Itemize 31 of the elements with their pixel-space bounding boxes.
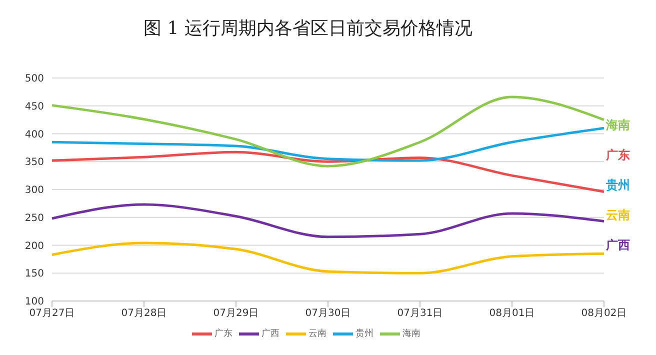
x-tick-label: 08月01日 — [489, 308, 535, 320]
line-series — [50, 242, 606, 274]
x-tick-label: 07月31日 — [397, 308, 443, 320]
y-tick-label: 150 — [24, 268, 44, 280]
y-tick-label: 200 — [24, 240, 44, 252]
x-tick-label: 08月02日 — [581, 308, 627, 320]
line-series — [50, 96, 606, 168]
y-tick-label: 350 — [24, 157, 44, 168]
x-tick-label: 07月30日 — [305, 308, 351, 320]
y-tick-label: 100 — [24, 296, 44, 308]
chart-title: 图 1 运行周期内各省区日前交易价格情况 — [142, 17, 474, 40]
text: 广东 — [606, 147, 630, 164]
y-tick-label: 450 — [24, 101, 44, 112]
legend-label: 广西 — [262, 328, 280, 340]
legend-label: 海南 — [402, 328, 420, 340]
x-tick-label: 07月27日 — [29, 308, 75, 320]
x-tick-label: 07月29日 — [213, 308, 259, 320]
line-series — [50, 126, 606, 162]
y-tick-label: 400 — [24, 129, 44, 140]
y-tick-label: 500 — [24, 74, 44, 85]
legend-label: 广东 — [214, 328, 232, 340]
legend-label: 云南 — [308, 328, 326, 340]
y-tick-label: 250 — [24, 212, 44, 224]
text: 云南 — [606, 207, 630, 224]
line-series — [50, 203, 606, 238]
legend-label: 贵州 — [356, 328, 374, 340]
y-tick-label: 300 — [24, 185, 44, 196]
x-tick-label: 07月28日 — [121, 308, 167, 320]
text: 贵州 — [606, 177, 630, 194]
text: 海南 — [606, 117, 630, 134]
text: 广西 — [606, 237, 630, 254]
